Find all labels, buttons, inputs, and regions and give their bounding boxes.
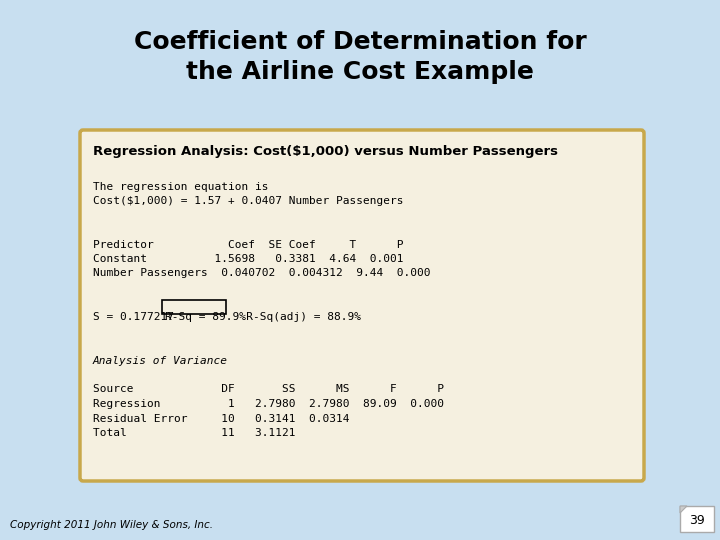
Text: Residual Error     10   0.3141  0.0314: Residual Error 10 0.3141 0.0314 bbox=[93, 414, 349, 423]
Text: R-Sq(adj) = 88.9%: R-Sq(adj) = 88.9% bbox=[226, 312, 361, 322]
Text: Analysis of Variance: Analysis of Variance bbox=[93, 355, 228, 366]
Text: Regression Analysis: Cost($1,000) versus Number Passengers: Regression Analysis: Cost($1,000) versus… bbox=[93, 145, 558, 158]
Bar bbox=[162, 300, 226, 314]
Text: Predictor           Coef  SE Coef     T      P: Predictor Coef SE Coef T P bbox=[93, 240, 403, 249]
Polygon shape bbox=[680, 506, 687, 513]
FancyBboxPatch shape bbox=[80, 130, 644, 481]
Bar bbox=[680, 506, 714, 532]
Text: the Airline Cost Example: the Airline Cost Example bbox=[186, 60, 534, 84]
Text: R-Sq = 89.9%: R-Sq = 89.9% bbox=[165, 312, 246, 322]
Text: Cost($1,000) = 1.57 + 0.0407 Number Passengers: Cost($1,000) = 1.57 + 0.0407 Number Pass… bbox=[93, 196, 403, 206]
Text: The regression equation is: The regression equation is bbox=[93, 181, 269, 192]
Text: Number Passengers  0.040702  0.004312  9.44  0.000: Number Passengers 0.040702 0.004312 9.44… bbox=[93, 268, 431, 279]
Text: S = 0.177217: S = 0.177217 bbox=[93, 312, 194, 322]
Text: Regression          1   2.7980  2.7980  89.09  0.000: Regression 1 2.7980 2.7980 89.09 0.000 bbox=[93, 399, 444, 409]
Text: Total              11   3.1121: Total 11 3.1121 bbox=[93, 428, 295, 438]
Text: 39: 39 bbox=[689, 514, 705, 526]
Text: Copyright 2011 John Wiley & Sons, Inc.: Copyright 2011 John Wiley & Sons, Inc. bbox=[10, 520, 213, 530]
Text: Source             DF       SS      MS      F      P: Source DF SS MS F P bbox=[93, 384, 444, 395]
Text: Coefficient of Determination for: Coefficient of Determination for bbox=[134, 30, 586, 54]
Text: Constant          1.5698   0.3381  4.64  0.001: Constant 1.5698 0.3381 4.64 0.001 bbox=[93, 254, 403, 264]
